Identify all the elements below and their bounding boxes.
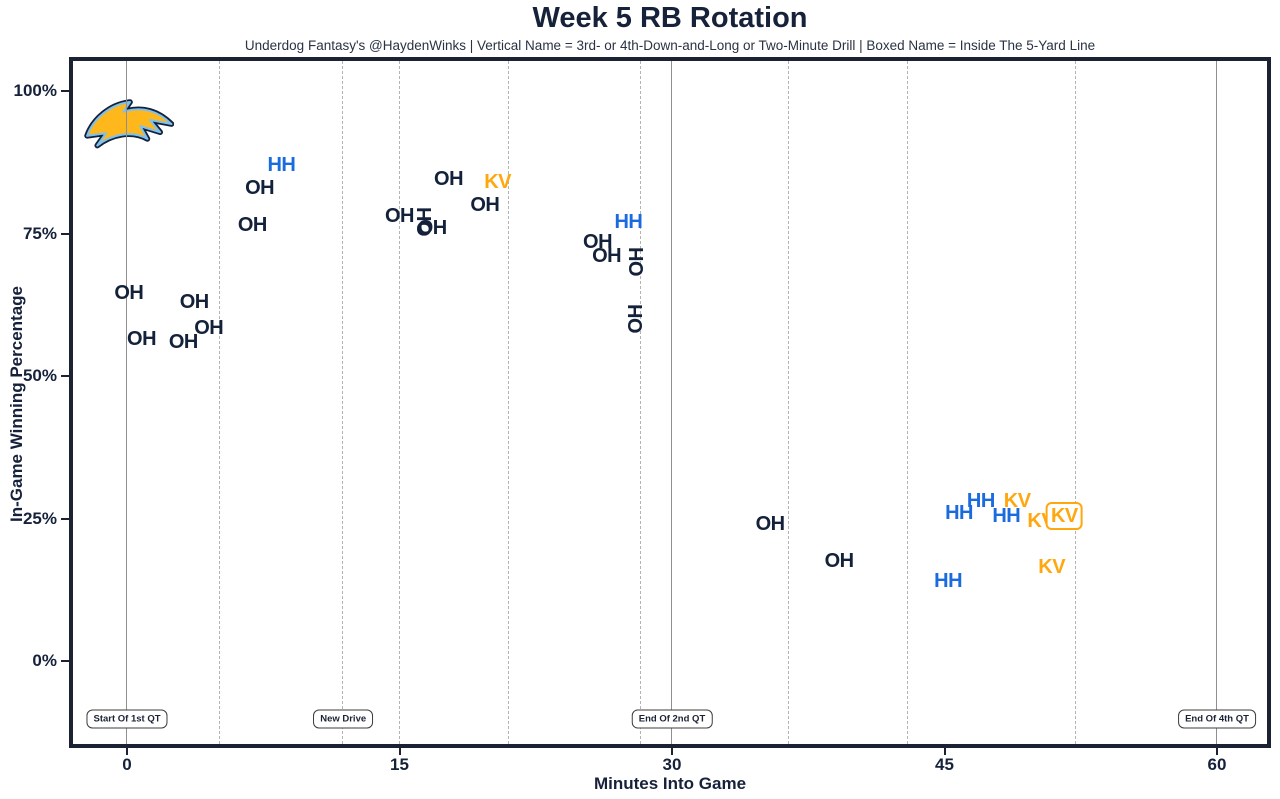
data-point-kv: KV	[1038, 555, 1066, 578]
data-point-hh: HH	[966, 490, 995, 513]
data-point-oh: OH	[434, 168, 464, 191]
y-tick-label-0: 0%	[32, 651, 57, 670]
gridline-60min	[1216, 61, 1218, 744]
gridline-52.2min	[1074, 61, 1076, 744]
data-point-oh: OH	[626, 247, 649, 277]
y-tick-mark-50	[61, 375, 69, 377]
data-point-kv: KV	[484, 171, 511, 194]
annotation-end-of-2nd-qt: End Of 2nd QT	[631, 709, 713, 729]
annotation-end-of-4th-qt: End Of 4th QT	[1178, 709, 1256, 729]
x-tick-mark-60	[1216, 748, 1218, 755]
data-point-hh: HH	[992, 504, 1021, 527]
y-tick-mark-0	[61, 660, 69, 662]
x-tick-label-15: 15	[390, 755, 409, 774]
data-point-hh: HH	[614, 211, 643, 234]
data-point-oh: OH	[179, 290, 210, 313]
y-tick-mark-25	[61, 517, 69, 520]
data-point-hh: HH	[945, 501, 973, 524]
y-axis-title: In-Game Winning Percentage	[7, 286, 26, 522]
y-tick-label-25: 25%	[22, 508, 57, 528]
y-tick-label-50: 50%	[22, 366, 57, 385]
x-tick-mark-0	[126, 748, 128, 755]
y-tick-label-75: 75%	[22, 223, 57, 243]
y-tick-label-100: 100%	[13, 81, 57, 100]
data-point-oh: OH	[624, 304, 647, 334]
data-point-oh: OH	[168, 330, 199, 353]
data-point-oh: OH	[755, 513, 786, 536]
x-axis-title: Minutes Into Game	[593, 774, 747, 793]
data-point-oh: OH	[194, 316, 224, 339]
x-tick-label-0: 0	[122, 755, 132, 774]
gridline-28.3min	[640, 61, 642, 744]
x-tick-mark-30	[671, 748, 673, 755]
data-point-oh: OH	[417, 216, 448, 239]
data-point-oh: OH	[592, 245, 622, 268]
gridline-36.4min	[787, 61, 789, 744]
gridline-0min	[126, 61, 128, 744]
data-point-oh: OH	[470, 194, 500, 216]
data-point-oh: OH	[114, 282, 144, 305]
plot-area: OH OH OH OH OH OH OH HH OH OH OH OH OH KV OH OH HH OH OH OH…	[69, 57, 1271, 748]
gridline-43min	[907, 61, 909, 744]
x-tick-mark-45	[943, 748, 946, 755]
x-tick-label-30: 30	[662, 755, 682, 774]
gridline-15min	[398, 61, 400, 744]
data-point-oh: OH	[385, 205, 415, 228]
data-point-oh: OH	[583, 231, 613, 254]
gridline-11.9min	[342, 61, 344, 744]
x-tick-label-45: 45	[935, 755, 954, 774]
data-point-oh: OH	[245, 176, 275, 199]
chart-title: Week 5 RB Rotation	[532, 2, 808, 34]
gridline-30min	[671, 61, 673, 744]
chargers-bolt-logo	[84, 99, 174, 149]
chart-subtitle: Underdog Fantasy's @HaydenWinks | Vertic…	[244, 38, 1096, 53]
data-point-oh: OH	[127, 327, 157, 350]
y-tick-mark-100	[61, 90, 69, 92]
data-point-oh: OH	[824, 550, 855, 573]
data-point-kv: KV	[1045, 501, 1083, 530]
data-point-kv: KV	[1003, 490, 1031, 513]
x-tick-mark-15	[398, 748, 401, 755]
data-point-hh: HH	[934, 570, 963, 593]
gridline-21min	[507, 61, 509, 744]
gridline-5.1min	[218, 61, 220, 744]
annotation-start-of-1st-qt: Start Of 1st QT	[86, 709, 168, 729]
annotation-new-drive: New Drive	[313, 709, 374, 729]
x-tick-label-60: 60	[1207, 755, 1227, 774]
data-point-hh: HH	[267, 154, 296, 177]
data-point-oh: OH	[237, 213, 268, 236]
y-tick-mark-75	[61, 232, 69, 235]
